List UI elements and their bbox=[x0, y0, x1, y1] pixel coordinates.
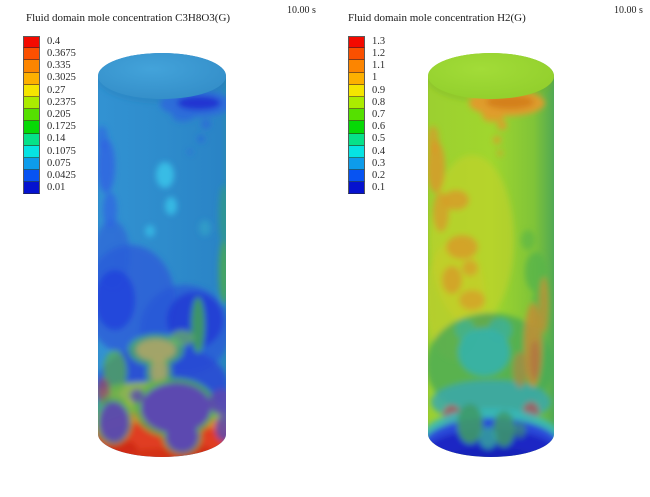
legend-entry: 0.3025 bbox=[23, 72, 76, 85]
legend-entry: 0.01 bbox=[23, 182, 76, 195]
legend-color-swatch bbox=[23, 145, 40, 158]
legend-color-swatch bbox=[23, 36, 40, 49]
legend-value-label: 0.7 bbox=[372, 108, 386, 120]
legend-color-swatch bbox=[348, 121, 365, 134]
legend-color-swatch bbox=[348, 157, 365, 171]
legend-value-label: 0.14 bbox=[47, 133, 66, 145]
legend-value-label: 0.9 bbox=[372, 84, 386, 96]
timestamp-right: 10.00 s bbox=[614, 5, 643, 16]
legend-value-label: 0.205 bbox=[47, 108, 71, 120]
legend-entry: 0.0425 bbox=[23, 169, 76, 183]
legend-color-swatch bbox=[348, 133, 365, 146]
legend-value-label: 0.4 bbox=[372, 145, 386, 157]
legend-entry: 0.3675 bbox=[23, 48, 76, 61]
legend-value-label: 1.3 bbox=[372, 35, 386, 47]
legend-color-swatch bbox=[23, 72, 40, 85]
contour-field-right bbox=[428, 54, 554, 457]
legend-color-swatch bbox=[23, 96, 40, 110]
legend-entry: 0.9 bbox=[348, 84, 386, 97]
legend-entry: 0.3 bbox=[348, 157, 386, 171]
legend-entry: 0.1 bbox=[348, 182, 386, 195]
legend-value-label: 0.6 bbox=[372, 121, 386, 133]
legend-entry: 0.1075 bbox=[23, 145, 76, 158]
legend-value-label: 0.335 bbox=[47, 60, 71, 72]
legend-value-label: 0.3 bbox=[372, 157, 386, 169]
legend-entry: 0.7 bbox=[348, 108, 386, 122]
colorbar-legend-c3h8o3: 0.4 0.3675 0.335 0.3025 0.27 0.2375 0.205 0.172… bbox=[23, 35, 76, 195]
legend-color-swatch bbox=[23, 48, 40, 61]
legend-value-label: 0.1075 bbox=[47, 145, 76, 157]
cylinder-body-right bbox=[428, 53, 554, 457]
legend-value-label: 1 bbox=[372, 72, 378, 84]
legend-value-label: 1.1 bbox=[372, 60, 386, 72]
legend-value-label: 0.1725 bbox=[47, 121, 76, 133]
legend-color-swatch bbox=[348, 72, 365, 85]
legend-entry: 1.3 bbox=[348, 35, 386, 49]
cylinder-contour-h2 bbox=[428, 53, 554, 457]
legend-entry: 1.1 bbox=[348, 60, 386, 73]
legend-entry: 0.6 bbox=[348, 121, 386, 134]
cylinder-top-cap-right bbox=[428, 53, 554, 99]
colorbar-legend-h2: 1.3 1.2 1.1 1 0.9 0.8 0.7 0.6 0.5 0.4 0.3 0.2 0.1 bbox=[348, 35, 386, 195]
legend-color-swatch bbox=[348, 145, 365, 158]
legend-value-label: 0.3675 bbox=[47, 48, 76, 60]
legend-entry: 0.335 bbox=[23, 60, 76, 73]
legend-color-swatch bbox=[348, 60, 365, 73]
legend-entry: 0.205 bbox=[23, 108, 76, 122]
legend-value-label: 0.2375 bbox=[47, 96, 76, 108]
cylinder-top-cap-left bbox=[98, 53, 226, 99]
legend-value-label: 0.3025 bbox=[47, 72, 76, 84]
legend-value-label: 0.2 bbox=[372, 169, 386, 181]
cylinder-contour-c3h8o3 bbox=[98, 53, 226, 457]
legend-value-label: 0.27 bbox=[47, 84, 66, 96]
legend-value-label: 0.5 bbox=[372, 133, 386, 145]
legend-color-swatch bbox=[23, 60, 40, 73]
legend-color-swatch bbox=[348, 182, 365, 195]
legend-entry: 0.1725 bbox=[23, 121, 76, 134]
legend-entry: 0.2375 bbox=[23, 96, 76, 110]
legend-value-label: 0.8 bbox=[372, 96, 386, 108]
legend-color-swatch bbox=[348, 109, 365, 122]
panel-title-h2: Fluid domain mole concentration H2(G) bbox=[348, 12, 526, 24]
legend-value-label: 0.4 bbox=[47, 35, 61, 47]
legend-value-label: 0.075 bbox=[47, 157, 71, 169]
legend-color-swatch bbox=[23, 182, 40, 195]
cylinder-body-left bbox=[98, 53, 226, 457]
contour-field-left bbox=[98, 54, 226, 457]
legend-entry: 0.27 bbox=[23, 84, 76, 97]
legend-entry: 1 bbox=[348, 72, 385, 85]
legend-value-label: 0.01 bbox=[47, 182, 66, 194]
legend-color-swatch bbox=[348, 96, 365, 110]
legend-entry: 0.8 bbox=[348, 96, 386, 110]
legend-color-swatch bbox=[23, 170, 40, 183]
legend-color-swatch bbox=[23, 109, 40, 122]
legend-value-label: 0.1 bbox=[372, 182, 386, 194]
legend-entry: 1.2 bbox=[348, 48, 386, 61]
legend-color-swatch bbox=[348, 48, 365, 61]
legend-value-label: 1.2 bbox=[372, 48, 386, 60]
timestamp-left: 10.00 s bbox=[287, 5, 316, 16]
legend-value-label: 0.0425 bbox=[47, 169, 76, 181]
legend-color-swatch bbox=[23, 157, 40, 171]
legend-color-swatch bbox=[348, 84, 365, 97]
legend-entry: 0.075 bbox=[23, 157, 76, 171]
legend-entry: 0.4 bbox=[348, 145, 386, 158]
legend-color-swatch bbox=[23, 84, 40, 97]
legend-color-swatch bbox=[348, 170, 365, 183]
legend-entry: 0.14 bbox=[23, 133, 76, 146]
legend-color-swatch bbox=[23, 133, 40, 146]
legend-color-swatch bbox=[348, 36, 365, 49]
legend-entry: 0.4 bbox=[23, 35, 76, 49]
legend-entry: 0.5 bbox=[348, 133, 386, 146]
legend-color-swatch bbox=[23, 121, 40, 134]
panel-title-c3h8o3: Fluid domain mole concentration C3H8O3(G… bbox=[26, 12, 231, 24]
legend-entry: 0.2 bbox=[348, 169, 386, 183]
